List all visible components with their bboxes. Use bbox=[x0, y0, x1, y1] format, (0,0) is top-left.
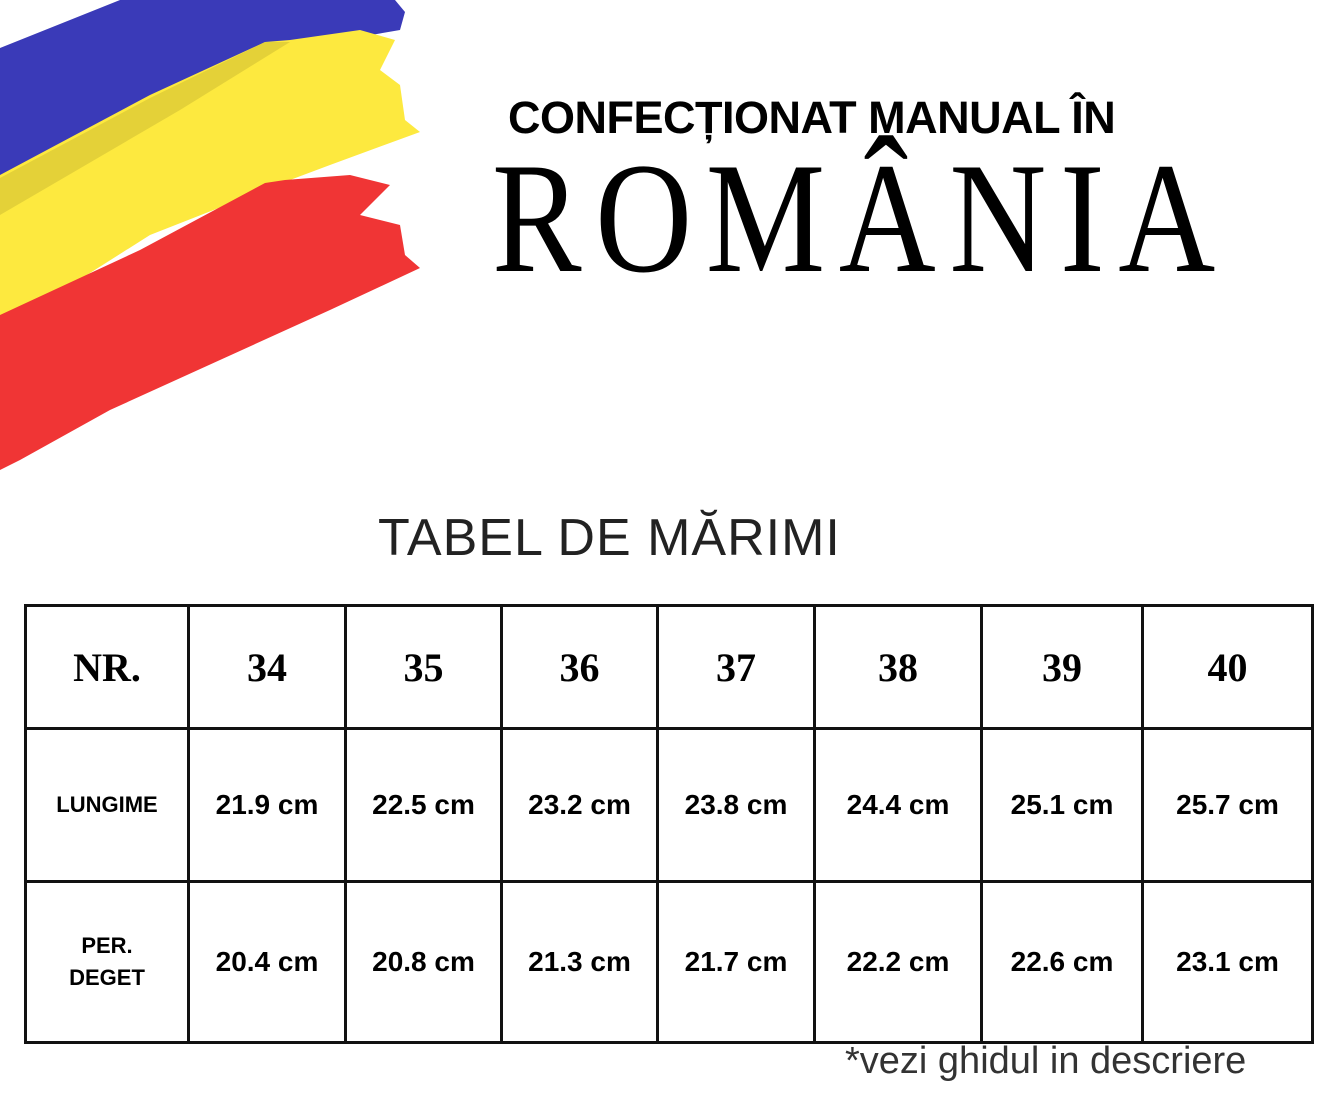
row-label-line1: PER. bbox=[81, 933, 133, 959]
flag-blue-stripe bbox=[0, 0, 405, 185]
flag-red-stripe bbox=[0, 175, 420, 470]
table-cell: 21.3 cm bbox=[500, 880, 659, 1044]
table-cell: 23.8 cm bbox=[656, 727, 816, 883]
romanian-flag-brushstroke bbox=[0, 0, 420, 470]
size-table: NR. 34 35 36 37 38 39 40 LUNGIME 21.9 cm… bbox=[24, 604, 1314, 1044]
row-label: PER. DEGET bbox=[24, 880, 190, 1044]
size-header: 35 bbox=[344, 604, 503, 730]
table-cell: 22.2 cm bbox=[813, 880, 983, 1044]
footnote: *vezi ghidul in descriere bbox=[845, 1040, 1247, 1082]
flag-yellow-stripe bbox=[0, 30, 420, 330]
size-table-title: TABEL DE MĂRIMI bbox=[378, 509, 841, 567]
table-row-toe-circumference: PER. DEGET 20.4 cm 20.8 cm 21.3 cm 21.7 c… bbox=[24, 880, 1314, 1044]
flag-yellow-shade bbox=[0, 42, 290, 215]
size-header: 40 bbox=[1141, 604, 1314, 730]
size-header: 34 bbox=[187, 604, 347, 730]
made-in-heading: CONFECȚIONAT MANUAL ÎN bbox=[508, 92, 1116, 143]
table-row-length: LUNGIME 21.9 cm 22.5 cm 23.2 cm 23.8 cm … bbox=[24, 727, 1314, 883]
table-cell: 22.6 cm bbox=[980, 880, 1144, 1044]
table-cell: 20.4 cm bbox=[187, 880, 347, 1044]
table-cell: 23.2 cm bbox=[500, 727, 659, 883]
size-header: 38 bbox=[813, 604, 983, 730]
table-cell: 20.8 cm bbox=[344, 880, 503, 1044]
size-header: 36 bbox=[500, 604, 659, 730]
size-header: 37 bbox=[656, 604, 816, 730]
row-label-line2: DEGET bbox=[69, 965, 145, 990]
header-label: NR. bbox=[24, 604, 190, 730]
table-cell: 21.9 cm bbox=[187, 727, 347, 883]
table-cell: 23.1 cm bbox=[1141, 880, 1314, 1044]
table-cell: 22.5 cm bbox=[344, 727, 503, 883]
size-header: 39 bbox=[980, 604, 1144, 730]
row-label: LUNGIME bbox=[24, 727, 190, 883]
country-heading: ROMÂNIA bbox=[492, 131, 1229, 306]
table-header-row: NR. 34 35 36 37 38 39 40 bbox=[24, 604, 1314, 730]
table-cell: 24.4 cm bbox=[813, 727, 983, 883]
table-cell: 25.7 cm bbox=[1141, 727, 1314, 883]
table-cell: 25.1 cm bbox=[980, 727, 1144, 883]
table-cell: 21.7 cm bbox=[656, 880, 816, 1044]
